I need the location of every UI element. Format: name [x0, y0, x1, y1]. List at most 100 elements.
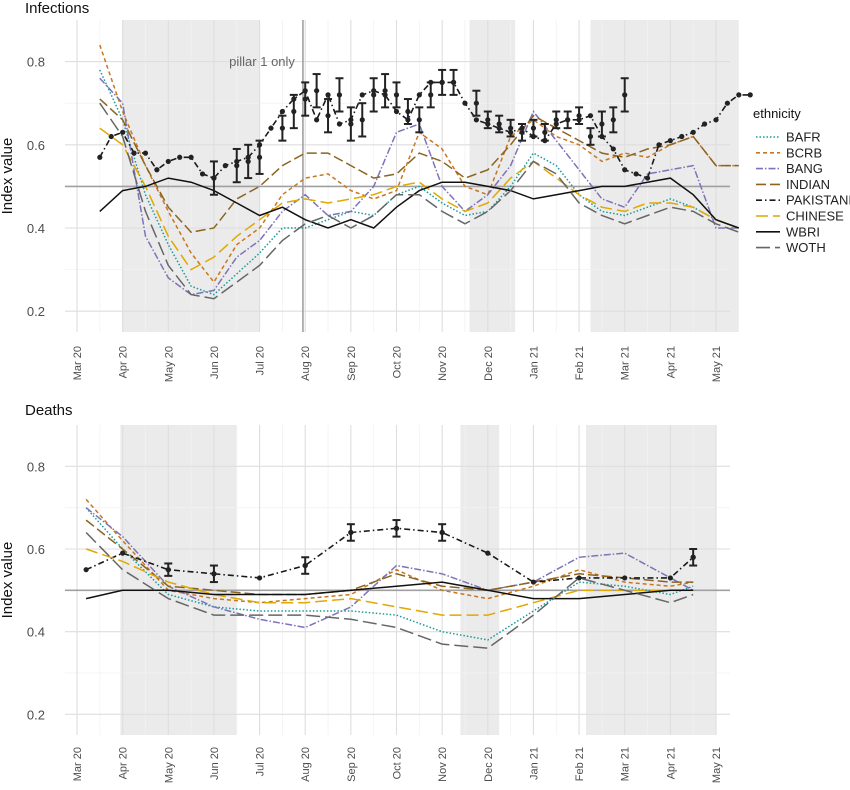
panel-deaths: Mar 20 Apr 20 May 20 Jun 20 Jul 20 Aug 20 Sep …: [0, 402, 730, 783]
x-tick-label: Jul 20: [255, 747, 267, 776]
errorbar-point: [530, 125, 537, 131]
pakistani-point: [359, 92, 365, 98]
x-tick-label: Jun 20: [209, 346, 221, 379]
errorbar-point: [302, 96, 308, 102]
x-tick-label: Jan 21: [528, 747, 540, 780]
series-line-indian: [99, 98, 739, 234]
pakistani-point: [336, 121, 343, 127]
errorbar: [289, 93, 298, 130]
pakistani-point: [747, 92, 753, 98]
pakistani-point: [610, 146, 616, 152]
errorbar: [392, 81, 401, 109]
x-tick-label: Jun 20: [209, 747, 221, 780]
series-line-pakistani: [99, 81, 751, 180]
errorbar-point: [690, 554, 696, 560]
x-tick-label: Mar 21: [620, 346, 632, 380]
pakistani-point: [713, 117, 719, 123]
series-line-wbri: [85, 581, 694, 600]
pakistani-point: [177, 154, 183, 160]
x-tick-label: Sep 20: [346, 747, 358, 782]
errorbar: [438, 68, 447, 96]
errorbar: [209, 564, 218, 584]
pakistani-point: [325, 92, 331, 98]
errorbar: [597, 110, 606, 138]
errorbar: [301, 81, 310, 117]
x-tick-label: May 21: [711, 747, 723, 783]
errorbar: [609, 106, 618, 134]
errorbar-point: [553, 117, 559, 123]
errorbar-point: [428, 92, 434, 98]
legend-label: BANG: [786, 161, 823, 176]
legend-label: WOTH: [786, 240, 826, 255]
y-tick-label: 0.4: [27, 221, 45, 236]
legend-label: PAKISTANI: [786, 193, 850, 208]
errorbar: [586, 127, 595, 146]
legend-title: ethnicity: [753, 106, 801, 121]
errorbar-point: [371, 92, 377, 98]
pakistani-point: [83, 567, 89, 573]
errorbar-point: [576, 113, 582, 119]
errorbar: [506, 118, 515, 138]
x-tick-label: Apr 20: [118, 747, 130, 779]
pakistani-point: [256, 575, 263, 581]
x-tick-label: Nov 20: [437, 747, 449, 782]
errorbar: [620, 77, 629, 113]
legend-label: BCRB: [786, 145, 822, 160]
pakistani-point: [188, 154, 194, 160]
errorbar: [369, 77, 378, 113]
legend-label: CHINESE: [786, 209, 844, 224]
y-tick-label: 0.2: [27, 304, 45, 319]
errorbar-point: [473, 100, 479, 106]
errorbar-point: [485, 117, 491, 123]
errorbar-point: [508, 125, 514, 131]
pakistani-point: [576, 575, 582, 581]
errorbar-point: [496, 121, 502, 127]
pakistani-point: [120, 550, 126, 556]
errorbar: [209, 160, 218, 196]
pakistani-point: [97, 154, 103, 160]
series-line-indian: [85, 519, 694, 596]
errorbar: [689, 548, 698, 567]
errorbar: [540, 123, 549, 142]
legend-label: BAFR: [786, 130, 821, 145]
errorbar: [472, 89, 481, 117]
pakistani-point: [222, 163, 228, 169]
x-tick-label: Apr 21: [665, 346, 677, 378]
errorbar: [552, 110, 561, 130]
errorbar: [483, 110, 492, 130]
errorbar-point: [348, 121, 354, 127]
errorbar: [426, 81, 435, 109]
errorbar-point: [336, 92, 343, 98]
errorbar: [358, 102, 367, 138]
pakistani-point: [473, 117, 479, 123]
legend-label: WBRI: [786, 224, 820, 239]
x-tick-label: Jan 21: [528, 346, 540, 379]
errorbar: [255, 139, 264, 175]
errorbar-point: [393, 525, 400, 531]
x-tick-label: Feb 21: [574, 346, 586, 380]
y-axis-label: Index value: [0, 138, 16, 215]
pakistani-point: [530, 579, 537, 585]
pakistani-point: [724, 100, 731, 106]
x-tick-label: May 20: [163, 747, 175, 783]
errorbar: [232, 147, 241, 184]
pakistani-point: [644, 175, 651, 181]
pakistani-point: [279, 108, 285, 115]
x-tick-label: Mar 21: [620, 747, 632, 781]
errorbar: [301, 556, 310, 575]
pakistani-point: [314, 117, 320, 123]
shaded-period: [460, 425, 500, 735]
x-tick-label: Jul 20: [255, 346, 267, 375]
errorbar-point: [165, 567, 171, 573]
errorbar: [529, 118, 538, 138]
pakistani-point: [416, 92, 422, 98]
errorbar: [346, 523, 355, 542]
y-tick-label: 0.6: [27, 138, 45, 153]
pakistani-point: [701, 121, 708, 127]
errorbar-point: [359, 117, 365, 123]
pakistani-point: [633, 171, 639, 177]
errorbar: [438, 523, 447, 542]
pakistani-point: [690, 129, 696, 135]
x-tick-label: Sep 20: [346, 346, 358, 381]
errorbar-point: [450, 79, 457, 85]
